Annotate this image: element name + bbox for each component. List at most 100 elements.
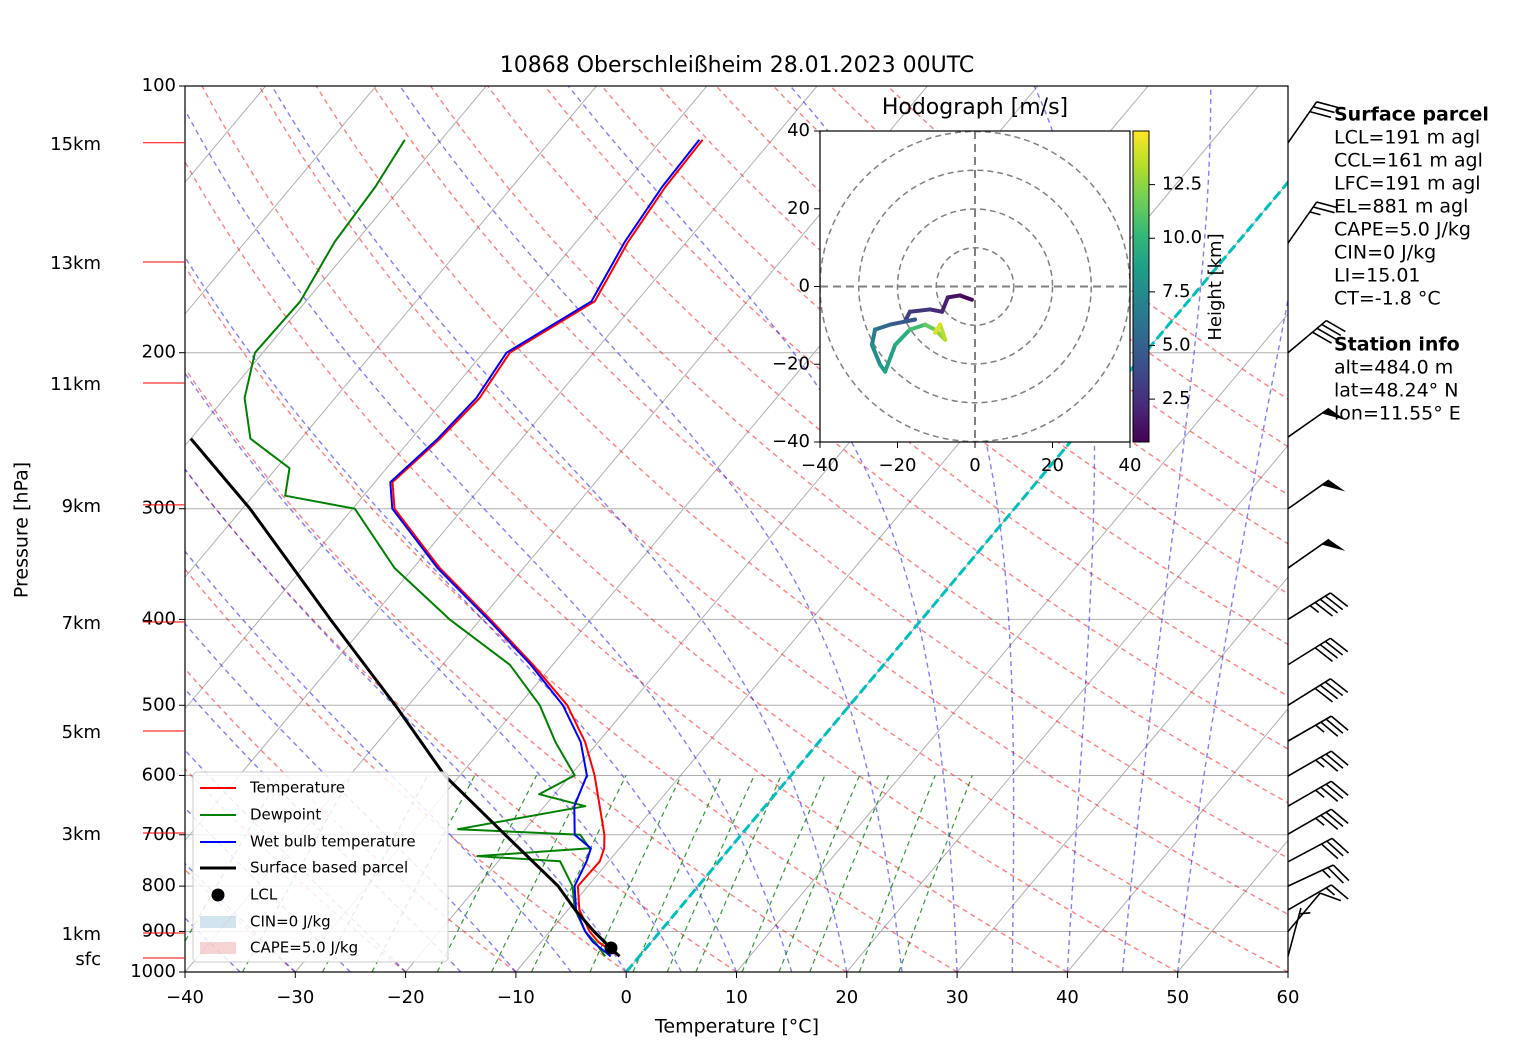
hodograph-background [820,131,1130,442]
barb-staff [1287,780,1332,807]
barb-feather [1332,864,1350,882]
barb-staff [1287,907,1302,957]
mixing-ratio-line [530,775,627,972]
hodograph-x-tick-label: 40 [1119,455,1142,476]
height-label: 7km [62,613,101,634]
x-tick-label: 20 [835,987,858,1008]
hodograph-segment [873,322,893,332]
x-tick-label: 40 [1056,987,1079,1008]
hodograph-x-tick-label: −40 [801,455,839,476]
info-line: EL=881 m agl [1334,196,1468,218]
wind-barb [1287,592,1349,621]
height-label: 11km [50,374,101,395]
height-label: 3km [62,824,101,845]
isotherm [846,444,1288,972]
barb-feather [1314,601,1333,617]
barb-staff [1287,479,1330,510]
barb-feather [1331,837,1350,854]
dry-adiabat [372,86,1288,859]
colorbar-tick-label: 12.5 [1162,174,1202,195]
y-tick-label: 200 [142,342,176,363]
isotherm [1067,707,1288,972]
hodograph-segment [883,342,898,374]
dry-adiabat [487,86,1288,750]
height-label: 13km [50,253,101,274]
x-tick-label: −30 [276,987,314,1008]
barb-flag [1321,408,1346,420]
height-label: sfc [75,949,101,970]
barb-feather [1313,206,1335,214]
wind-barb [1287,101,1339,144]
x-tick-label: 60 [1277,987,1300,1008]
barb-flag [1321,480,1346,492]
barb-staff [1287,837,1333,863]
hodograph-segment [940,295,950,314]
barb-feather [1314,687,1333,703]
barb-half [1309,211,1321,216]
barb-staff [1287,592,1331,621]
barb-feather [1316,101,1339,109]
wind-barb [1287,678,1349,706]
profile-line [391,139,704,958]
x-tick-label: −10 [497,987,535,1008]
wind-barb [1287,319,1346,354]
barb-feather [1326,840,1344,857]
height-label: 1km [62,924,101,945]
hodograph-segment [907,307,933,314]
profile-line [189,437,621,958]
info-line: CCL=161 m agl [1334,150,1483,172]
moist-adiabat [185,255,738,972]
hodograph-title: Hodograph [m/s] [882,95,1068,120]
barb-staff [1287,678,1331,706]
moist-adiabat [1121,86,1212,972]
barb-half [1315,724,1325,733]
hodograph-segment [869,327,878,347]
hodograph-segment [957,293,974,302]
y-tick-label: 700 [142,824,176,845]
wind-barb [1287,479,1346,510]
y-tick-label: 400 [142,608,176,629]
barb-staff [1287,884,1332,911]
hodograph-y-tick-label: 20 [787,198,810,219]
y-tick-label: 100 [142,75,176,96]
barb-flag [1321,539,1346,551]
barb-feather [1325,718,1344,734]
barb-staff [1287,864,1334,887]
barb-half [1315,789,1325,798]
mixing-ratio-line [589,775,682,972]
legend-label: Surface based parcel [250,859,408,877]
hodograph-x-tick-label: 0 [969,455,980,476]
barb-feather [1327,866,1344,884]
barb-feather [1316,327,1337,340]
wind-barb [1287,892,1342,932]
info-heading: Surface parcel [1334,104,1489,126]
barb-feather [1324,681,1344,697]
info-line: CAPE=5.0 J/kg [1334,219,1471,241]
colorbar-label: Height [km] [1205,233,1226,340]
wind-barb [1287,750,1349,777]
moist-adiabat [271,86,848,972]
hodograph-segment [933,322,943,335]
info-line: CIN=0 J/kg [1334,242,1436,264]
wind-barb [1287,780,1349,807]
moist-adiabat [185,108,793,972]
legend-swatch [211,888,225,902]
barb-staff [1287,319,1327,354]
info-heading: Station info [1334,334,1460,356]
dry-adiabat [185,367,848,972]
barb-feather [1330,780,1349,796]
barb-feather [1330,808,1349,824]
barb-half [1315,759,1325,768]
moist-adiabat [1177,296,1288,972]
wind-barb [1287,808,1349,835]
hodograph-x-tick-label: 20 [1041,455,1064,476]
barb-feather [1320,721,1339,737]
legend-swatch [200,916,236,928]
barb-feather [1324,640,1344,656]
hodograph-y-tick-label: 40 [787,120,810,141]
y-tick-label: 300 [142,498,176,519]
barb-feather [1325,319,1346,333]
barb-staff [1287,892,1321,932]
mixing-ratio-line [741,775,826,972]
